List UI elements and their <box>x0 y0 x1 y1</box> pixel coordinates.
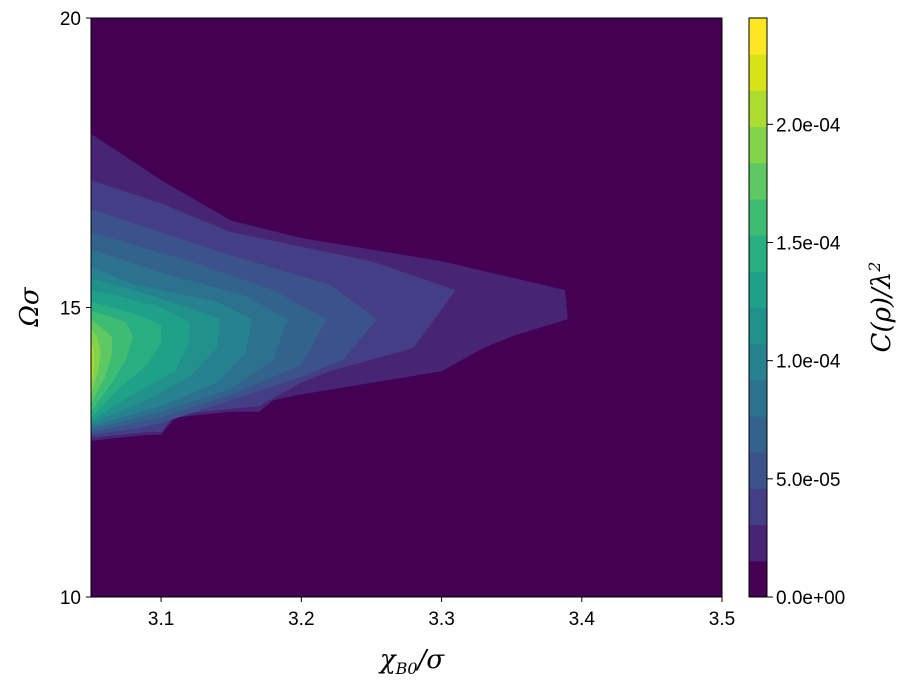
plot-area <box>90 17 723 598</box>
y-tick-label: 20 <box>60 9 81 30</box>
colorbar-band <box>749 379 767 417</box>
x-tick-label: 3.2 <box>288 609 314 630</box>
colorbar-tick-label: 1.5e-04 <box>776 234 841 255</box>
colorbar-band <box>749 488 767 526</box>
colorbar-band <box>749 524 767 562</box>
x-tick-label: 3.1 <box>148 609 174 630</box>
colorbar-tick-label: 0.0e+00 <box>776 588 845 609</box>
contour-level-12 <box>91 327 101 395</box>
x-tick-label: 3.4 <box>569 609 596 630</box>
y-tick-label: 15 <box>60 299 81 320</box>
colorbar-band <box>749 235 767 272</box>
colorbar-band <box>749 416 767 453</box>
y-tick-label: 10 <box>60 588 81 609</box>
svg-text:Ωσ: Ωσ <box>15 286 45 328</box>
colorbar-band <box>749 560 767 598</box>
colorbar-tick-label: 1.0e-04 <box>776 352 841 373</box>
colorbar-title: C(ρ)/λ2 <box>865 262 897 353</box>
svg-text:χB0/σ: χB0/σ <box>378 645 445 678</box>
colorbar-frame <box>748 17 768 598</box>
colorbar-band <box>749 162 767 200</box>
colorbar-tick-label: 5.0e-05 <box>776 470 840 491</box>
colorbar: 0.0e+00 5.0e-05 1.0e-04 1.5e-04 2.0e-04 <box>748 17 845 609</box>
colorbar-band <box>749 343 767 381</box>
colorbar-band <box>749 18 767 55</box>
colorbar-band <box>749 54 767 91</box>
x-tick-label: 3.5 <box>709 609 735 630</box>
colorbar-band <box>749 198 767 236</box>
colorbar-band <box>749 90 767 128</box>
contour-level-13 <box>91 339 94 389</box>
x-axis: 3.1 3.2 3.3 3.4 3.5 <box>148 597 735 630</box>
contour-regions <box>91 133 568 441</box>
colorbar-band <box>749 271 767 308</box>
y-axis-title: Ωσ <box>15 286 45 328</box>
colorbar-tick-label: 2.0e-04 <box>776 115 841 136</box>
y-axis: 10 15 20 <box>60 9 91 609</box>
x-tick-label: 3.3 <box>428 609 454 630</box>
colorbar-band <box>749 126 767 164</box>
colorbar-band <box>749 452 767 489</box>
svg-text:C(ρ)/λ2: C(ρ)/λ2 <box>865 262 897 353</box>
x-axis-title: χB0/σ <box>378 645 445 678</box>
colorbar-band <box>749 307 767 345</box>
